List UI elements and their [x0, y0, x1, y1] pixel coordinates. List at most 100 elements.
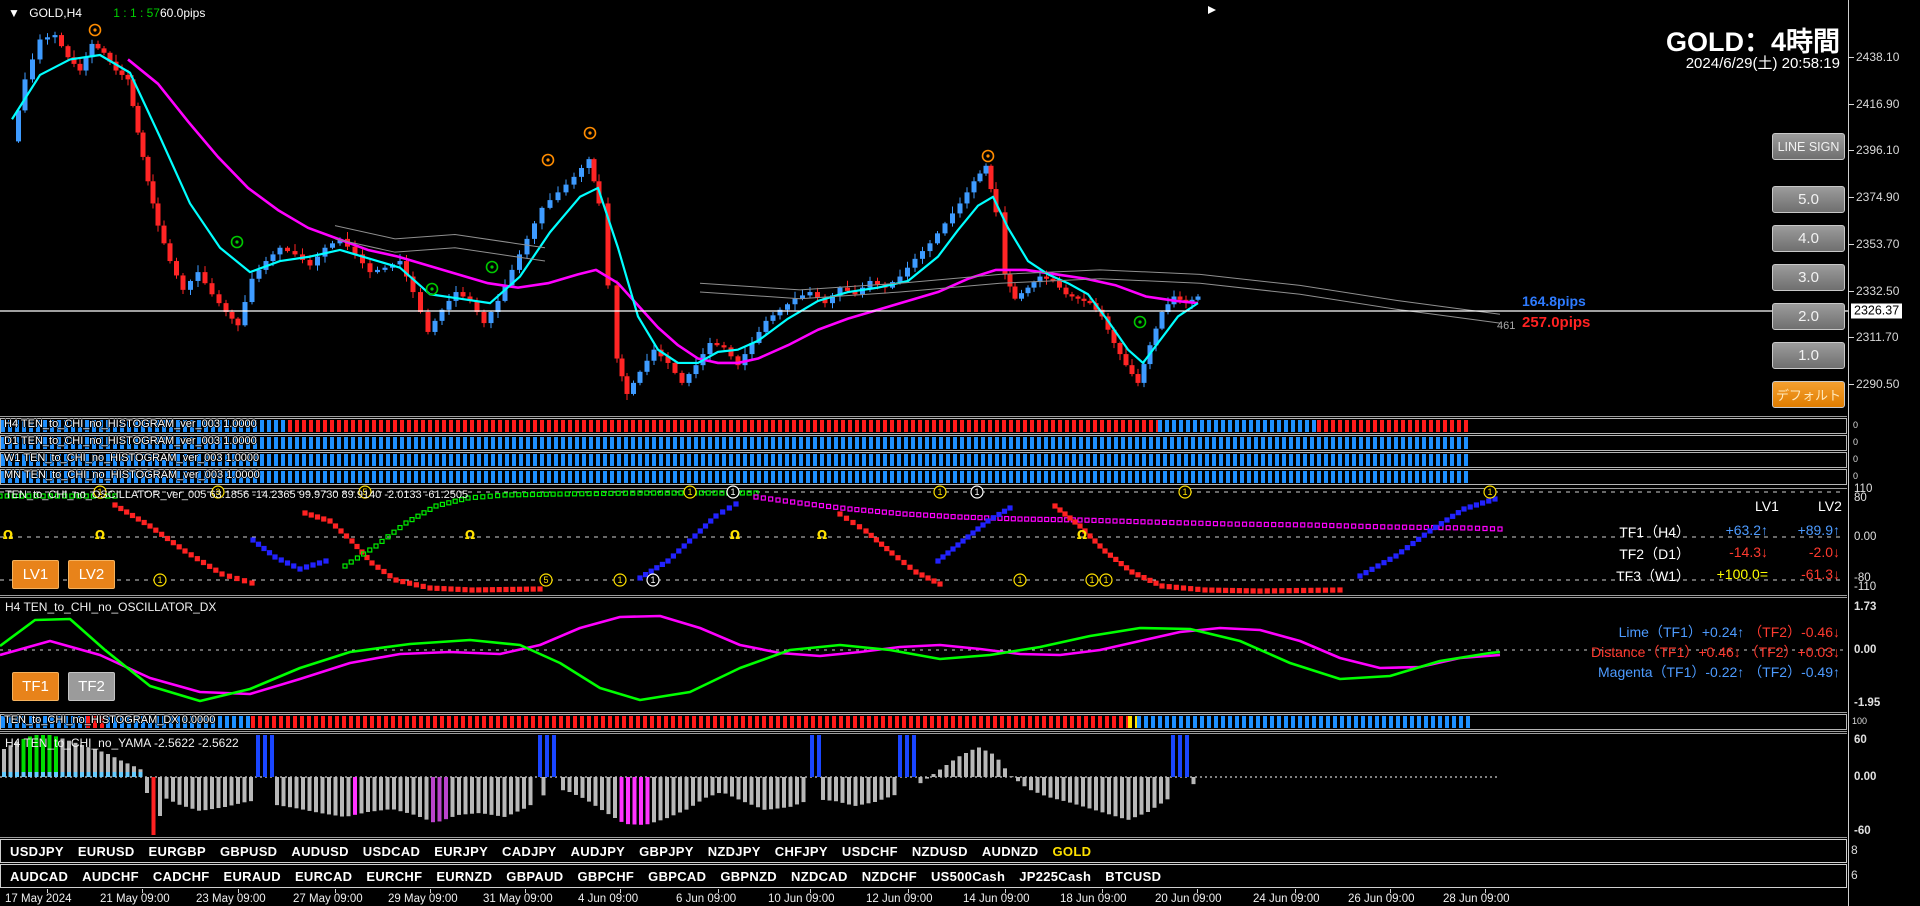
symbol-tab-gbpjpy[interactable]: GBPJPY [639, 843, 694, 859]
symbol-tab-euraud[interactable]: EURAUD [223, 868, 281, 884]
side-button-[interactable]: デフォルト [1772, 381, 1845, 408]
bar-count-label: 461 [1497, 320, 1516, 332]
symbol-tab-audjpy[interactable]: AUDJPY [570, 843, 626, 859]
tf-histogram-row [0, 418, 1847, 434]
date-axis-label: 10 Jun 09:00 [768, 893, 835, 905]
dx-histogram-segment [1137, 716, 1470, 728]
histogram-bars-segment [1158, 420, 1317, 432]
price-tick [1848, 57, 1854, 58]
dx-histogram-segment [1128, 716, 1137, 728]
symbol-tab-nzdusd[interactable]: NZDUSD [911, 843, 968, 859]
symbol-tab-eurusd[interactable]: EURUSD [77, 843, 135, 859]
oscillator-panel [0, 488, 1847, 596]
symbol-tab-eurcad[interactable]: EURCAD [294, 868, 353, 884]
tf-histogram-scale-label: 0 [1853, 437, 1859, 447]
symbol-tab-nzdjpy[interactable]: NZDJPY [707, 843, 761, 859]
date-axis-tick [1485, 889, 1486, 893]
symbol-tab-gold[interactable]: GOLD [1052, 843, 1092, 859]
pips-up-label: 164.8pips [1522, 293, 1586, 309]
symbol-tab-usdchf[interactable]: USDCHF [841, 843, 898, 859]
dx-histogram-segment [106, 716, 251, 728]
tab-row-scale-label: 8 [1851, 843, 1858, 857]
symbol-tab-eurchf[interactable]: EURCHF [366, 868, 423, 884]
oscillator-legend-header: LV2 [1818, 498, 1842, 514]
dx-legend-part: Lime（TF1）+0.24↑ [1618, 624, 1749, 640]
dx-legend-part: （TF2）-0.49↑ [1748, 664, 1840, 680]
side-button-linesign[interactable]: LINE SIGN [1772, 133, 1845, 160]
symbol-tab-gbpaud[interactable]: GBPAUD [506, 868, 564, 884]
date-axis-tick [1197, 889, 1198, 893]
symbol-tab-cadchf[interactable]: CADCHF [152, 868, 210, 884]
symbol-tab-nzdcad[interactable]: NZDCAD [791, 868, 848, 884]
tf-histogram-row [0, 469, 1847, 485]
price-tick [1848, 337, 1854, 338]
symbol-tab-gbpnzd[interactable]: GBPNZD [720, 868, 778, 884]
date-axis-label: 6 Jun 09:00 [676, 893, 737, 905]
dx-histogram-scale-label: 100 [1852, 716, 1868, 726]
tf-histogram-row [0, 435, 1847, 451]
symbol-tab-usdcad[interactable]: USDCAD [362, 843, 421, 859]
symbol-tab-eurjpy[interactable]: EURJPY [434, 843, 489, 859]
symbol-tab-audchf[interactable]: AUDCHF [82, 868, 139, 884]
symbol-tab-gbpchf[interactable]: GBPCHF [577, 868, 635, 884]
yama-title: H4 TEN_to_CHI_no_YAMA -2.5622 -2.5622 [5, 736, 239, 750]
price-scale-label: 2438.10 [1856, 50, 1900, 64]
price-scale-label: 2290.50 [1856, 377, 1900, 391]
dx-legend-part: Magenta（TF1）-0.22↑ [1598, 664, 1749, 680]
side-button-40[interactable]: 4.0 [1772, 225, 1845, 252]
symbol-dropdown-arrow[interactable]: ▼ [8, 6, 20, 20]
symbol-tab-cadjpy[interactable]: CADJPY [502, 843, 557, 859]
dx-button-tf2[interactable]: TF2 [68, 672, 115, 701]
symbol-tab-jp225cash[interactable]: JP225Cash [1019, 868, 1092, 884]
symbol-tab-eurgbp[interactable]: EURGBP [148, 843, 206, 859]
price-tick [1848, 244, 1854, 245]
range-pips-label: 60.0pips [159, 6, 206, 20]
symbol-tab-eurnzd[interactable]: EURNZD [436, 868, 493, 884]
date-axis-tick [335, 889, 336, 893]
histogram-bars-segment [1317, 420, 1470, 432]
symbol-tab-audusd[interactable]: AUDUSD [291, 843, 349, 859]
dx-legend-row: Magenta（TF1）-0.22↑ （TF2）-0.49↑ [1598, 662, 1840, 682]
oscillator-scale-label: 80 [1854, 492, 1867, 504]
tf-histogram-label: H4 TEN_to_CHI_no_HISTOGRAM_ver_003 1.000… [4, 418, 257, 430]
bar-counter: 1 : 1 : 57 [113, 6, 160, 20]
histogram-bars-segment [1, 454, 1470, 466]
symbol-tab-btcusd[interactable]: BTCUSD [1105, 868, 1162, 884]
dx-histogram-label: TEN_to_CHI_no_HISTOGRAM_DX 0.0000 [4, 714, 216, 726]
tf-histogram-label: MN TEN_to_CHI_no_HISTOGRAM_ver_003 1.000… [4, 469, 260, 481]
symbol-tab-audnzd[interactable]: AUDNZD [981, 843, 1039, 859]
dx-legend-part: （TF2）+0.03↓ [1744, 644, 1840, 660]
date-axis-tick [620, 889, 621, 893]
dx-scale-label: -1.95 [1854, 697, 1881, 709]
current-price-badge: 2326.37 [1851, 303, 1903, 319]
dx-histogram-row [0, 714, 1847, 730]
symbol-tab-row-2: AUDCAD AUDCHF CADCHF EURAUD EURCAD EURCHF EURN… [0, 864, 1847, 888]
symbol-tab-gbpusd[interactable]: GBPUSD [219, 843, 278, 859]
symbol-tab-chfjpy[interactable]: CHFJPY [774, 843, 828, 859]
price-tick [1848, 291, 1854, 292]
symbol-tab-nzdchf[interactable]: NZDCHF [861, 868, 917, 884]
date-axis-tick [810, 889, 811, 893]
date-axis-label: 20 Jun 09:00 [1155, 893, 1222, 905]
symbol-tab-audcad[interactable]: AUDCAD [10, 868, 69, 884]
symbol-tab-row-1: USDJPY EURUSD EURGBP GBPUSD AUDUSD USDCAD EURJ… [0, 839, 1847, 863]
oscillator-button-lv2[interactable]: LV2 [68, 560, 115, 589]
chart-title: GOLD：4時間 [1665, 27, 1840, 57]
oscillator-dx-panel [0, 597, 1847, 713]
symbol-tab-usdjpy[interactable]: USDJPY [10, 843, 64, 859]
tf-histogram-scale-label: 0 [1853, 454, 1859, 464]
side-button-20[interactable]: 2.0 [1772, 303, 1845, 330]
dx-button-tf1[interactable]: TF1 [12, 672, 59, 701]
dx-histogram-segment [1, 716, 86, 728]
price-scale-label: 2416.90 [1856, 97, 1900, 111]
oscillator-legend-tf-label: TF1（H4） [1619, 524, 1690, 540]
side-button-50[interactable]: 5.0 [1772, 186, 1845, 213]
side-button-30[interactable]: 3.0 [1772, 264, 1845, 291]
oscillator-button-lv1[interactable]: LV1 [12, 560, 59, 589]
side-button-10[interactable]: 1.0 [1772, 342, 1845, 369]
date-axis-label: 28 Jun 09:00 [1443, 893, 1510, 905]
symbol-tab-us500cash[interactable]: US500Cash [930, 868, 1006, 884]
oscillator-dx-title: H4 TEN_to_CHI_no_OSCILLATOR_DX [5, 600, 217, 614]
symbol-tab-gbpcad[interactable]: GBPCAD [648, 868, 707, 884]
